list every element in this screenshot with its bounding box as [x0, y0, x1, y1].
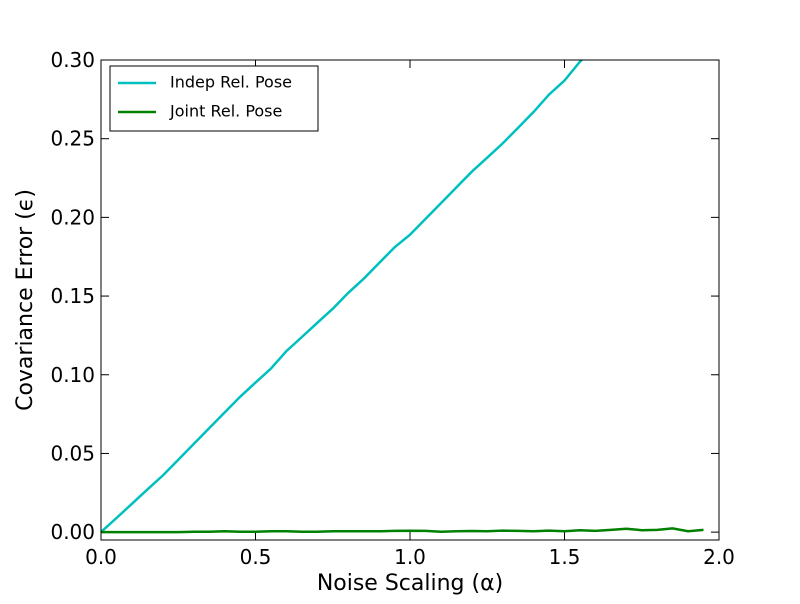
x-tick-label: 2.0 — [703, 545, 735, 569]
y-tick-label: 0.25 — [50, 127, 95, 151]
series-line — [101, 60, 584, 534]
y-tick-label: 0.15 — [50, 284, 95, 308]
plot-area — [101, 60, 704, 534]
x-tick-label: 0.5 — [240, 545, 272, 569]
plot-frame — [100, 59, 720, 541]
legend-box — [109, 65, 319, 132]
y-tick-label: 0.00 — [50, 520, 95, 544]
series-line — [101, 527, 704, 534]
y-axis-label: Covariance Error (ϵ) — [13, 189, 38, 411]
y-tick-label: 0.20 — [50, 205, 95, 229]
y-tick-label: 0.05 — [50, 441, 95, 465]
x-tick-label: 0.0 — [85, 545, 117, 569]
x-tick-label: 1.5 — [549, 545, 581, 569]
x-tick-label: 1.0 — [394, 545, 426, 569]
y-tick-label: 0.10 — [50, 363, 95, 387]
legend-label: Joint Rel. Pose — [169, 102, 282, 121]
x-axis-label: Noise Scaling (α) — [317, 571, 503, 596]
y-tick-label: 0.30 — [50, 48, 95, 72]
legend-label: Indep Rel. Pose — [170, 73, 292, 92]
